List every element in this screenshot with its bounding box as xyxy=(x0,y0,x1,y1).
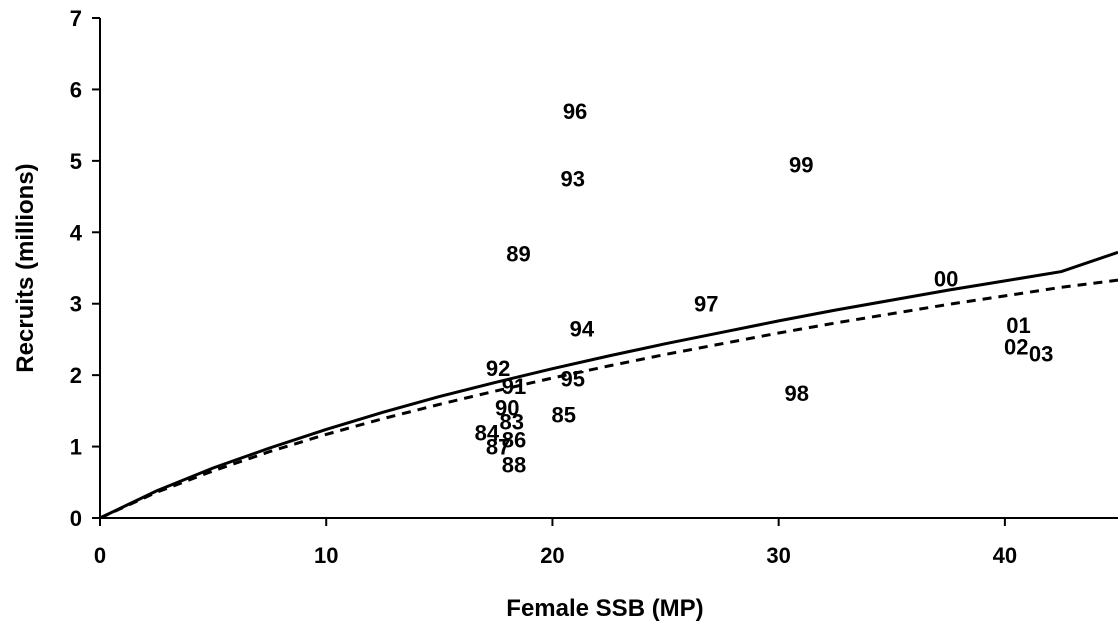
y-tick-label: 3 xyxy=(70,292,82,317)
y-tick-label: 4 xyxy=(70,220,83,245)
year-point-99: 99 xyxy=(789,152,813,177)
year-point-01: 01 xyxy=(1006,313,1030,338)
dashed-curve xyxy=(99,278,1118,520)
y-ticks: 0 1 2 3 4 5 6 7 xyxy=(70,6,100,531)
year-point-97: 97 xyxy=(694,292,718,317)
axes xyxy=(99,18,1118,519)
y-tick-label: 1 xyxy=(70,435,82,460)
x-tick-label: 10 xyxy=(314,543,338,568)
y-tick-label: 2 xyxy=(70,363,82,388)
year-point-95: 95 xyxy=(561,367,585,392)
year-point-85: 85 xyxy=(552,402,576,427)
year-point-87: 87 xyxy=(486,435,510,460)
year-point-03: 03 xyxy=(1029,342,1053,367)
year-point-93: 93 xyxy=(561,167,585,192)
y-axis-title: Recruits (millions) xyxy=(12,163,39,372)
x-tick-label: 0 xyxy=(94,543,106,568)
x-axis-title: Female SSB (MP) xyxy=(506,595,703,622)
model-curves xyxy=(99,250,1118,520)
year-point-83: 83 xyxy=(499,410,523,435)
y-tick-label: 0 xyxy=(70,506,82,531)
year-point-88: 88 xyxy=(502,452,526,477)
x-tick-label: 40 xyxy=(993,543,1017,568)
x-tick-label: 30 xyxy=(766,543,790,568)
year-point-84: 84 xyxy=(475,420,500,445)
y-tick-label: 7 xyxy=(70,6,82,31)
year-point-00: 00 xyxy=(934,267,958,292)
y-tick-label: 6 xyxy=(70,77,82,102)
year-point-96: 96 xyxy=(563,99,587,124)
solid-curve xyxy=(99,250,1118,520)
year-point-86: 86 xyxy=(502,427,526,452)
x-tick-label: 20 xyxy=(540,543,564,568)
year-point-91: 91 xyxy=(502,374,526,399)
x-ticks: 0 10 20 30 40 xyxy=(94,518,1017,568)
year-point-90: 90 xyxy=(495,395,519,420)
y-tick-label: 5 xyxy=(70,149,82,174)
year-point-98: 98 xyxy=(785,381,809,406)
year-point-02: 02 xyxy=(1004,335,1028,360)
year-point-92: 92 xyxy=(486,356,510,381)
year-point-94: 94 xyxy=(570,317,595,342)
year-point-89: 89 xyxy=(506,242,530,267)
